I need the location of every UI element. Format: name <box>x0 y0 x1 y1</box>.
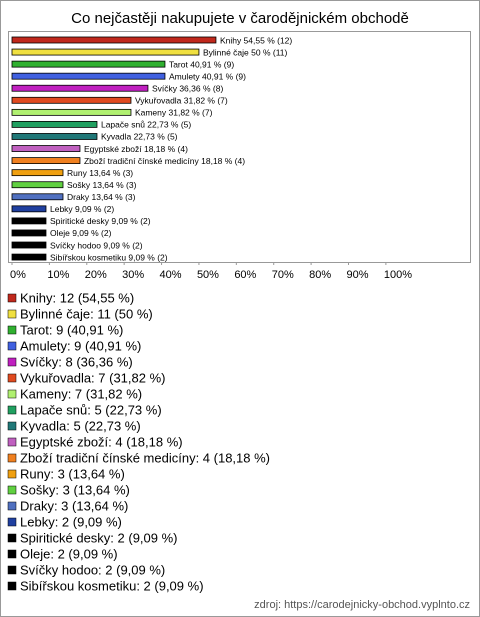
value-label: Oleje 9,09 % (2) <box>50 228 112 238</box>
legend-label: Amulety: 9 (40,91 %) <box>20 338 141 353</box>
bar <box>11 96 132 104</box>
legend-swatch <box>7 325 17 335</box>
legend-label: Spiritické desky: 2 (9,09 %) <box>20 530 178 545</box>
source: zdroj: https://carodejnicky-obchod.vypln… <box>254 599 470 611</box>
chart-title: Co nejčastěji nakupujete v čarodějnickém… <box>71 10 409 27</box>
plot-area <box>8 31 471 263</box>
value-label: Sošky 13,64 % (3) <box>67 180 137 190</box>
value-label: Egyptské zboží 18,18 % (4) <box>84 144 188 154</box>
legend-swatch <box>7 517 17 527</box>
legend-swatch <box>7 533 17 543</box>
legend-label: Kameny: 7 (31,82 %) <box>20 386 142 401</box>
x-tick-label: 60% <box>234 269 256 281</box>
bar <box>11 205 47 213</box>
value-label: Runy 13,64 % (3) <box>67 168 133 178</box>
value-label: Lebky 9,09 % (2) <box>50 204 114 214</box>
legend-label: Knihy: 12 (54,55 %) <box>20 290 134 305</box>
legend-label: Tarot: 9 (40,91 %) <box>20 322 123 337</box>
x-tick-label: 80% <box>309 269 331 281</box>
legend-swatch <box>7 341 17 351</box>
value-label: Kyvadla 22,73 % (5) <box>101 132 178 142</box>
legend-label: Draky: 3 (13,64 %) <box>20 498 128 513</box>
bar <box>11 72 166 80</box>
value-label: Knihy 54,55 % (12) <box>220 35 292 45</box>
x-tick-label: 30% <box>122 269 144 281</box>
bar <box>11 217 47 225</box>
legend-label: Svíčky hodoo: 2 (9,09 %) <box>20 562 165 577</box>
legend-swatch <box>7 581 17 591</box>
bar <box>11 121 98 128</box>
x-tick-label: 20% <box>85 269 107 281</box>
legend-swatch <box>7 469 17 479</box>
value-label: Vykuřovadla 31,82 % (7) <box>135 96 228 106</box>
legend-swatch <box>7 501 17 511</box>
x-tick-label: 90% <box>346 269 368 281</box>
value-label: Lapače snů 22,73 % (5) <box>101 120 191 130</box>
legend-swatch <box>7 437 17 447</box>
bar <box>11 108 132 116</box>
value-label: Spiritické desky 9,09 % (2) <box>50 216 151 226</box>
value-label: Svíčky hodoo 9,09 % (2) <box>50 240 143 250</box>
x-tick-label: 50% <box>197 269 219 281</box>
bar <box>11 133 98 140</box>
legend-label: Sibířskou kosmetiku: 2 (9,09 %) <box>20 578 204 593</box>
x-tick-label: 100% <box>384 269 412 281</box>
legend-label: Vykuřovadla: 7 (31,82 %) <box>20 370 165 385</box>
bar <box>11 60 166 68</box>
legend-swatch <box>7 357 17 367</box>
x-tick-label: 10% <box>47 269 69 281</box>
value-label: Draky 13,64 % (3) <box>67 192 136 202</box>
bar <box>11 253 47 261</box>
legend-label: Svíčky: 8 (36,36 %) <box>20 354 133 369</box>
legend-swatch <box>7 389 17 399</box>
bar <box>11 36 217 44</box>
value-label: Bylinné čaje 50 % (11) <box>203 47 288 57</box>
x-tick-label: 40% <box>160 269 182 281</box>
bar <box>11 193 64 201</box>
x-tick-label: 0% <box>10 269 26 281</box>
bar <box>11 169 64 177</box>
legend-label: Oleje: 2 (9,09 %) <box>20 546 118 561</box>
legend-swatch <box>7 453 17 463</box>
bar <box>11 145 81 152</box>
bar <box>11 84 149 92</box>
legend-label: Lebky: 2 (9,09 %) <box>20 514 122 529</box>
legend-swatch <box>7 549 17 559</box>
value-label: Svíčky 36,36 % (8) <box>152 83 224 93</box>
legend-label: Sošky: 3 (13,64 %) <box>20 482 130 497</box>
bar <box>11 229 47 237</box>
legend-swatch <box>7 485 17 495</box>
bar <box>11 181 64 189</box>
legend-swatch <box>7 293 17 303</box>
x-tick-label: 70% <box>272 269 294 281</box>
legend-label: Kyvadla: 5 (22,73 %) <box>20 418 141 433</box>
legend-label: Zboží tradiční čínské medicíny: 4 (18,18… <box>20 450 270 465</box>
legend-swatch <box>7 421 17 431</box>
value-label: Kameny 31,82 % (7) <box>135 108 213 118</box>
legend-swatch <box>7 565 17 575</box>
legend-swatch <box>7 373 17 383</box>
bar <box>11 48 200 56</box>
legend-label: Egyptské zboží: 4 (18,18 %) <box>20 434 183 449</box>
bar <box>11 157 81 165</box>
legend-label: Bylinné čaje: 11 (50 %) <box>20 306 153 321</box>
value-label: Amulety 40,91 % (9) <box>169 71 246 81</box>
legend-swatch <box>7 405 17 415</box>
value-label: Zboží tradiční čínské medicíny 18,18 % (… <box>84 156 245 166</box>
bar <box>11 241 47 249</box>
value-label: Sibířskou kosmetiku 9,09 % (2) <box>50 252 168 262</box>
legend-label: Runy: 3 (13,64 %) <box>20 466 125 481</box>
legend-label: Lapače snů: 5 (22,73 %) <box>20 402 162 417</box>
value-label: Tarot 40,91 % (9) <box>169 59 234 69</box>
legend-swatch <box>7 309 17 319</box>
